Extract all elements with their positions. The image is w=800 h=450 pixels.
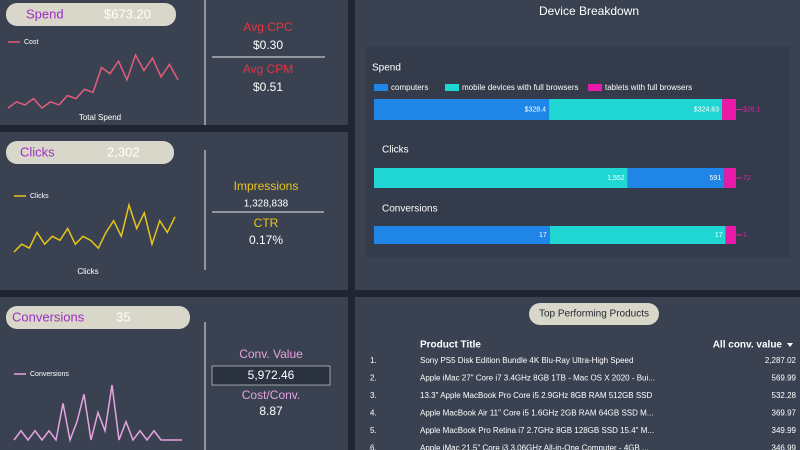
- legend-label: Cost: [24, 39, 38, 46]
- value-label: 591: [710, 175, 722, 182]
- conv-value: 369.97: [772, 409, 797, 418]
- value-label: $328.4: [525, 106, 547, 113]
- kpi-value: 2,302: [107, 144, 140, 159]
- kpi-value: 8.87: [259, 404, 283, 418]
- row-index: 2.: [370, 374, 377, 383]
- table-title-pill: [529, 303, 659, 325]
- conv-value: 346.99: [772, 444, 797, 450]
- value-label: $26.1: [743, 106, 761, 113]
- conv-value: 349.99: [772, 426, 797, 435]
- kpi-label: Cost/Conv.: [242, 388, 300, 402]
- product-title: Apple MacBook Pro Retina i7 2.7GHz 8GB 1…: [420, 426, 654, 435]
- kpi-value: 5,972.46: [248, 368, 295, 382]
- kpi-label: Conv. Value: [239, 347, 303, 361]
- value-box: [211, 365, 331, 386]
- kpi-value: $673.20: [104, 6, 151, 21]
- kpi-label: Impressions: [234, 179, 299, 193]
- kpi-label: Avg CPC: [243, 20, 292, 34]
- x-axis-label: Clicks: [77, 267, 98, 276]
- value-label: 1: [743, 232, 747, 239]
- kpi-label: Clicks: [20, 144, 55, 159]
- kpi-label: Avg CPM: [243, 62, 293, 76]
- group-label: Clicks: [382, 145, 409, 156]
- product-title: Apple iMac 21.5" Core i3 3.06GHz All-in-…: [420, 444, 649, 450]
- bar-segment: [374, 226, 550, 244]
- row-index: 6.: [370, 444, 377, 450]
- row-index: 1.: [370, 356, 377, 365]
- device-card: [366, 46, 790, 258]
- column-header[interactable]: All conv. value: [713, 340, 783, 351]
- sparkline: [13, 384, 182, 443]
- sparkline: [7, 53, 179, 110]
- sort-icon[interactable]: [787, 343, 793, 347]
- conv-value: 532.28: [772, 391, 797, 400]
- table-rows: 1. Sony PS5 Disk Edition Bundle 4K Blu-Ra…: [370, 356, 797, 450]
- conv-value: 569.99: [772, 374, 797, 383]
- sparkline: [13, 202, 176, 253]
- product-title: Sony PS5 Disk Edition Bundle 4K Blu-Ray …: [420, 356, 633, 365]
- bar-segment: [549, 226, 726, 244]
- spend-pill: [6, 3, 176, 26]
- legend-swatch: [374, 84, 388, 91]
- product-title: Apple iMac 27" Core i7 3.4GHz 8GB 1TB - …: [420, 374, 655, 383]
- bar-segment: [549, 99, 723, 120]
- clicks-pill: [6, 141, 174, 164]
- conversions-pill: [6, 306, 190, 329]
- legend-swatch: [588, 84, 602, 91]
- legend-label: Clicks: [30, 193, 49, 200]
- kpi-label: Conversions: [12, 309, 85, 324]
- kpi-value: 1,328,838: [244, 199, 289, 210]
- kpi-value: 0.17%: [249, 233, 283, 247]
- bar-segment: [722, 99, 736, 120]
- legend-label: Conversions: [30, 371, 69, 378]
- kpi-label: Spend: [26, 6, 64, 21]
- chart-title: Device Breakdown: [539, 4, 639, 18]
- table-title: Top Performing Products: [539, 309, 649, 320]
- legend-label: tablets with full browsers: [605, 83, 692, 92]
- value-label: 1,552: [607, 175, 625, 182]
- product-title: Apple MacBook Air 11" Core i5 1.6GHz 2GB…: [420, 409, 653, 418]
- value-label: 17: [539, 232, 547, 239]
- value-label: 72: [743, 175, 751, 182]
- kpi-value: 35: [116, 309, 130, 324]
- row-index: 4.: [370, 409, 377, 418]
- bar-segment: [725, 226, 736, 244]
- bar-segment: [374, 99, 550, 120]
- conv-value: 2,287.02: [765, 356, 797, 365]
- group-label: Spend: [372, 63, 401, 74]
- bar-segment: [724, 168, 736, 188]
- product-title: 13.3" Apple MacBook Pro Core i5 2.9GHz 8…: [420, 391, 653, 400]
- bar-segment: [374, 168, 628, 188]
- group-label: Conversions: [382, 204, 438, 215]
- kpi-label: CTR: [254, 216, 279, 230]
- legend-label: mobile devices with full browsers: [462, 83, 579, 92]
- x-axis-label: Total Spend: [79, 113, 121, 122]
- value-label: $324.63: [694, 106, 719, 113]
- kpi-value: $0.51: [253, 80, 283, 94]
- kpi-value: $0.30: [253, 38, 283, 52]
- legend-swatch: [445, 84, 459, 91]
- row-index: 5.: [370, 426, 377, 435]
- legend-label: computers: [391, 83, 428, 92]
- row-index: 3.: [370, 391, 377, 400]
- column-header: Product Title: [420, 340, 481, 351]
- bar-segment: [627, 168, 725, 188]
- value-label: 17: [715, 232, 723, 239]
